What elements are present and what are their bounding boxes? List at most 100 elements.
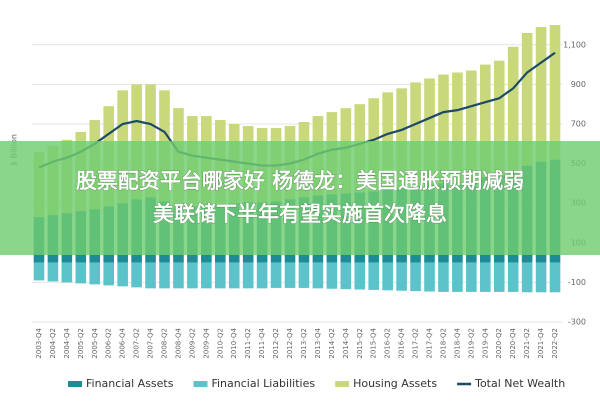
bar: [424, 78, 435, 185]
bar: [507, 46, 519, 172]
x-tick-label: 2017-Q4: [426, 327, 434, 358]
x-tick-label: 2012-Q2: [272, 328, 280, 359]
x-tick-label: 2016-Q2: [384, 328, 392, 359]
bar: [187, 262, 198, 289]
bar: [312, 262, 324, 289]
bar: [284, 262, 296, 288]
bar: [201, 262, 212, 289]
banner-text: 美联储下半年有望实施首次降息: [153, 202, 447, 226]
bar: [396, 262, 407, 291]
bar: [549, 25, 561, 160]
bar: [326, 262, 338, 289]
x-tick-label: 2012-Q4: [286, 327, 294, 358]
x-tick-label: 2022-Q2: [551, 328, 559, 359]
bar: [438, 74, 449, 184]
x-tick-label: 2008-Q4: [174, 327, 182, 358]
bar: [479, 64, 491, 178]
bar: [103, 262, 115, 286]
x-tick-label: 2016-Q4: [398, 327, 406, 358]
legend-label: Financial Liabilities: [211, 377, 315, 390]
bar: [466, 262, 477, 292]
legend-label: Housing Assets: [353, 377, 437, 390]
x-tick-label: 2020-Q2: [495, 328, 503, 359]
bar: [521, 262, 533, 293]
bar: [270, 262, 282, 288]
bar: [47, 262, 59, 282]
x-tick-label: 2015-Q4: [370, 327, 378, 358]
bar: [117, 262, 128, 287]
bar: [549, 262, 561, 293]
bar: [424, 262, 435, 292]
bar: [33, 262, 45, 281]
x-tick-label: 2021-Q4: [537, 327, 545, 358]
x-tick-label: 2007-Q4: [147, 327, 155, 358]
x-tick-label: 2018-Q4: [453, 327, 461, 358]
bar: [159, 262, 170, 289]
x-tick-label: 2011-Q4: [258, 327, 266, 358]
legend-label: Total Net Wealth: [474, 377, 565, 390]
x-tick-label: 2009-Q4: [202, 327, 210, 358]
bar: [298, 262, 310, 288]
legend-swatch: [335, 381, 350, 387]
bar: [131, 262, 142, 288]
x-tick-label: 2017-Q2: [412, 328, 420, 359]
bar: [228, 262, 240, 289]
y-tick-label: 700: [571, 120, 586, 129]
bar: [410, 82, 421, 186]
x-tick-label: 2019-Q4: [481, 327, 489, 358]
x-tick-label: 2011-Q2: [244, 328, 252, 359]
bar: [145, 262, 156, 289]
bar: [507, 262, 519, 292]
bar: [382, 92, 393, 190]
x-tick-label: 2021-Q2: [523, 328, 531, 359]
x-tick-label: 2018-Q2: [439, 328, 447, 359]
bar: [354, 262, 366, 290]
x-tick-label: 2013-Q2: [300, 328, 308, 359]
bar: [466, 70, 477, 182]
x-tick-label: 2003-Q4: [35, 327, 43, 358]
legend-swatch: [193, 381, 208, 387]
bar: [396, 88, 407, 188]
x-tick-label: 2004-Q2: [49, 328, 57, 359]
x-tick-label: 2010-Q4: [230, 327, 238, 358]
bar: [214, 262, 226, 289]
legend-label: Financial Assets: [86, 377, 174, 390]
bar: [173, 262, 184, 289]
bar: [438, 262, 449, 292]
x-tick-label: 2008-Q2: [161, 328, 169, 359]
bar: [493, 60, 505, 176]
bar: [535, 262, 547, 293]
y-tick-label: -300: [568, 318, 586, 327]
x-tick-label: 2014-Q2: [328, 328, 336, 359]
bar: [521, 32, 533, 166]
bar: [382, 262, 393, 291]
bar: [493, 262, 505, 292]
x-tick-label: 2010-Q2: [216, 328, 224, 359]
x-tick-label: 2015-Q2: [356, 328, 364, 359]
bar: [145, 84, 156, 198]
x-tick-label: 2009-Q2: [188, 328, 196, 359]
bar: [340, 262, 352, 290]
bar: [256, 262, 268, 289]
x-tick-label: 2020-Q4: [509, 327, 517, 358]
bar: [452, 262, 463, 292]
bar: [410, 262, 421, 292]
y-tick-label: 900: [571, 80, 586, 89]
x-tick-label: 2006-Q2: [105, 328, 113, 359]
y-tick-label: -100: [568, 278, 586, 287]
banner-text: 股票配资平台哪家好 杨德龙：美国通胀预期减弱: [76, 169, 524, 193]
banner: [0, 141, 600, 255]
x-tick-label: 2005-Q4: [91, 327, 99, 358]
x-tick-label: 2007-Q2: [133, 328, 141, 359]
x-tick-label: 2014-Q4: [342, 327, 350, 358]
bar: [452, 72, 463, 184]
bar: [368, 262, 380, 290]
bar: [75, 262, 87, 284]
bar: [89, 262, 101, 285]
bar: [479, 262, 491, 292]
x-tick-label: 2013-Q4: [314, 327, 322, 358]
x-tick-label: 2004-Q4: [63, 327, 71, 358]
x-tick-label: 2005-Q2: [77, 328, 85, 359]
x-tick-label: 2019-Q2: [467, 328, 475, 359]
